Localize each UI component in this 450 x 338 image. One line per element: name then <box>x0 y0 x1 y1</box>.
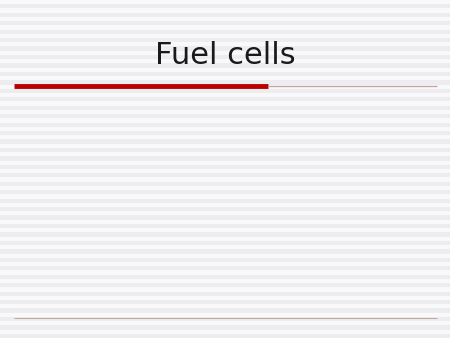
Bar <box>0 283 450 287</box>
Bar <box>0 34 450 38</box>
Bar <box>0 300 450 304</box>
Bar <box>0 114 450 118</box>
Bar <box>0 68 450 72</box>
Bar <box>0 64 450 68</box>
Bar <box>0 233 450 237</box>
Bar <box>0 80 450 84</box>
Bar <box>0 291 450 296</box>
Bar <box>0 4 450 8</box>
Bar <box>0 55 450 59</box>
Bar <box>0 241 450 245</box>
Bar <box>0 274 450 279</box>
Bar <box>0 161 450 165</box>
Bar <box>0 325 450 330</box>
Bar <box>0 84 450 89</box>
Bar <box>0 169 450 173</box>
Bar <box>0 123 450 127</box>
Bar <box>0 30 450 34</box>
Bar <box>0 334 450 338</box>
Bar <box>0 211 450 216</box>
Bar <box>0 47 450 51</box>
Bar <box>0 127 450 131</box>
Bar <box>0 216 450 220</box>
Bar <box>0 42 450 46</box>
Bar <box>0 220 450 224</box>
Bar <box>0 51 450 55</box>
Bar <box>0 97 450 101</box>
Bar <box>0 144 450 148</box>
Bar <box>0 254 450 258</box>
Bar <box>0 304 450 308</box>
Bar <box>0 135 450 139</box>
Bar <box>0 330 450 334</box>
Bar <box>0 207 450 211</box>
Bar <box>0 152 450 156</box>
Bar <box>0 203 450 207</box>
Bar <box>0 38 450 42</box>
Bar <box>0 287 450 291</box>
Bar <box>0 93 450 97</box>
Bar <box>0 131 450 135</box>
Bar <box>0 76 450 80</box>
Bar <box>0 190 450 194</box>
Bar <box>0 13 450 17</box>
Bar <box>0 8 450 13</box>
Bar <box>0 224 450 228</box>
Bar <box>0 89 450 93</box>
Bar <box>0 279 450 283</box>
Bar <box>0 59 450 64</box>
Bar <box>0 148 450 152</box>
Bar <box>0 245 450 249</box>
Bar <box>0 177 450 182</box>
Bar <box>0 21 450 25</box>
Bar <box>0 317 450 321</box>
Bar <box>0 266 450 270</box>
Bar <box>0 118 450 123</box>
Bar <box>0 194 450 199</box>
Bar <box>0 17 450 21</box>
Bar <box>0 182 450 186</box>
Bar <box>0 198 450 203</box>
Text: Fuel cells: Fuel cells <box>155 41 295 70</box>
Bar <box>0 308 450 313</box>
Bar <box>0 249 450 254</box>
Bar <box>0 110 450 114</box>
Bar <box>0 156 450 161</box>
Bar <box>0 25 450 30</box>
Bar <box>0 228 450 233</box>
Bar <box>0 313 450 317</box>
Bar <box>0 270 450 274</box>
Bar <box>0 186 450 190</box>
Bar <box>0 173 450 177</box>
Bar <box>0 321 450 325</box>
Bar <box>0 262 450 266</box>
Bar <box>0 165 450 169</box>
Bar <box>0 105 450 110</box>
Bar <box>0 258 450 262</box>
Bar <box>0 72 450 76</box>
Bar <box>0 237 450 241</box>
Bar <box>0 0 450 4</box>
Bar <box>0 296 450 300</box>
Bar <box>0 101 450 105</box>
Bar <box>0 140 450 144</box>
